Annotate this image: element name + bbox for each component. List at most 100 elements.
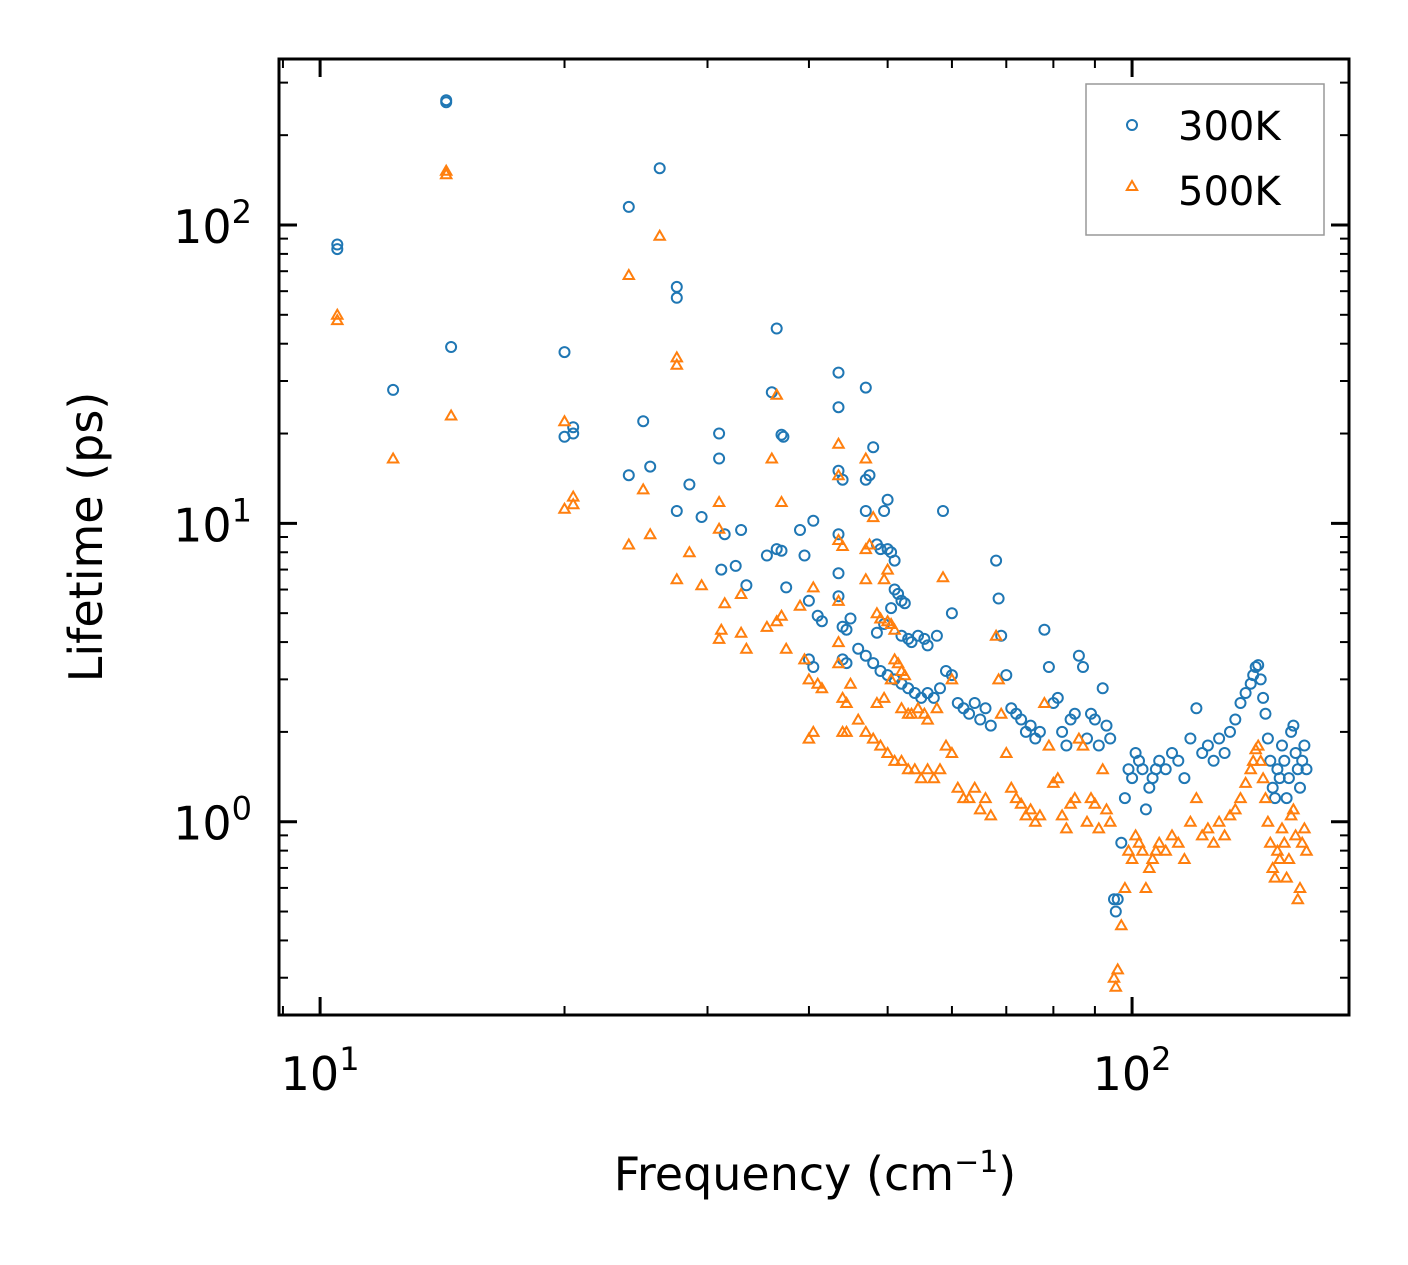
point-300k (735, 524, 748, 536)
point-500k (1152, 835, 1167, 848)
point-300k (1264, 754, 1277, 767)
point-300k (331, 243, 344, 256)
point-300k (1100, 719, 1113, 732)
point-500k (1265, 861, 1280, 873)
point-300k (844, 612, 857, 625)
point-300k (670, 505, 683, 517)
point-500k (901, 762, 916, 775)
point-300k (859, 649, 872, 662)
point-300k (775, 428, 788, 441)
point-500k (1135, 843, 1150, 856)
point-300k (1038, 623, 1051, 636)
legend: 300K 500K (1085, 83, 1325, 236)
point-300k (1278, 754, 1291, 767)
point-500k (712, 631, 727, 644)
point-500k (1299, 843, 1314, 856)
point-500k (1288, 828, 1303, 841)
point-300k (1218, 747, 1231, 759)
point-500k (1107, 970, 1121, 983)
point-500k (714, 622, 729, 635)
data-points (330, 94, 1314, 992)
point-300k (567, 427, 580, 440)
point-500k (835, 690, 850, 703)
point-300k (937, 505, 949, 517)
point-500k (929, 701, 944, 714)
point-500k (1014, 796, 1029, 809)
point-500k (1256, 771, 1271, 784)
point-300k (1294, 781, 1306, 794)
point-300k (798, 549, 811, 562)
point-500k (1055, 808, 1070, 821)
point-500k (831, 656, 846, 669)
point-300k (670, 291, 683, 304)
point-500k (1004, 780, 1019, 793)
point-300k (1249, 661, 1262, 673)
point-500k (712, 521, 727, 534)
point-500k (831, 635, 846, 648)
point-300k (713, 452, 726, 465)
point-500k (682, 545, 697, 558)
point-300k (870, 626, 883, 639)
point-300k (930, 629, 943, 642)
point-500k (880, 562, 895, 575)
point-300k (760, 549, 773, 562)
point-300k (1282, 772, 1295, 785)
point-500k (1114, 918, 1129, 931)
point-300k (1172, 754, 1185, 767)
point-500k (734, 625, 749, 638)
point-500k (764, 451, 779, 464)
point-500k (810, 676, 825, 689)
point-300k (1088, 713, 1101, 726)
point-300k (852, 642, 865, 655)
point-300k (927, 691, 940, 704)
point-300k (918, 632, 931, 645)
point-500k (843, 676, 858, 689)
point-500k (989, 628, 1004, 641)
point-300k (1024, 719, 1037, 732)
point-500k (1284, 808, 1299, 821)
point-300k (683, 478, 696, 491)
point-300k (1259, 707, 1272, 720)
point-500k (851, 712, 866, 725)
point-500k (1200, 821, 1215, 834)
point-500k (1132, 835, 1146, 848)
point-300k (898, 597, 911, 610)
point-500k (814, 681, 829, 694)
point-300k (713, 427, 726, 440)
point-300k (1276, 739, 1288, 752)
point-500k (884, 672, 899, 685)
point-300k (1229, 713, 1242, 726)
x-tick-label: 101 (281, 1040, 360, 1101)
point-300k (974, 713, 987, 726)
point-500k (1117, 881, 1132, 893)
point-500k (962, 791, 977, 804)
point-300k (1289, 747, 1302, 759)
point-500k (1084, 791, 1098, 804)
point-300k (878, 505, 891, 517)
point-300k (968, 697, 981, 709)
point-500k (920, 762, 935, 775)
point-300k (1126, 772, 1139, 785)
point-500k (1270, 843, 1285, 856)
point-500k (887, 753, 902, 766)
point-500k (386, 451, 401, 464)
point-300k (1159, 763, 1172, 776)
point-500k (1023, 802, 1038, 815)
point-500k (712, 495, 727, 507)
point-500k (983, 808, 998, 821)
x-axis-label-tail: ) (998, 1147, 1016, 1201)
point-500k (774, 495, 789, 507)
point-500k (917, 706, 932, 719)
point-500k (933, 762, 947, 775)
point-500k (1275, 821, 1289, 834)
point-500k (994, 706, 1009, 719)
point-300k (984, 719, 997, 732)
point-300k (1234, 697, 1247, 709)
point-300k (1257, 691, 1270, 704)
point-500k (1277, 835, 1292, 848)
x-axis-label: Frequency (cm−1) (614, 1145, 1017, 1201)
point-500k (1297, 821, 1312, 834)
point-500k (1253, 753, 1268, 766)
point-300k (832, 401, 845, 414)
